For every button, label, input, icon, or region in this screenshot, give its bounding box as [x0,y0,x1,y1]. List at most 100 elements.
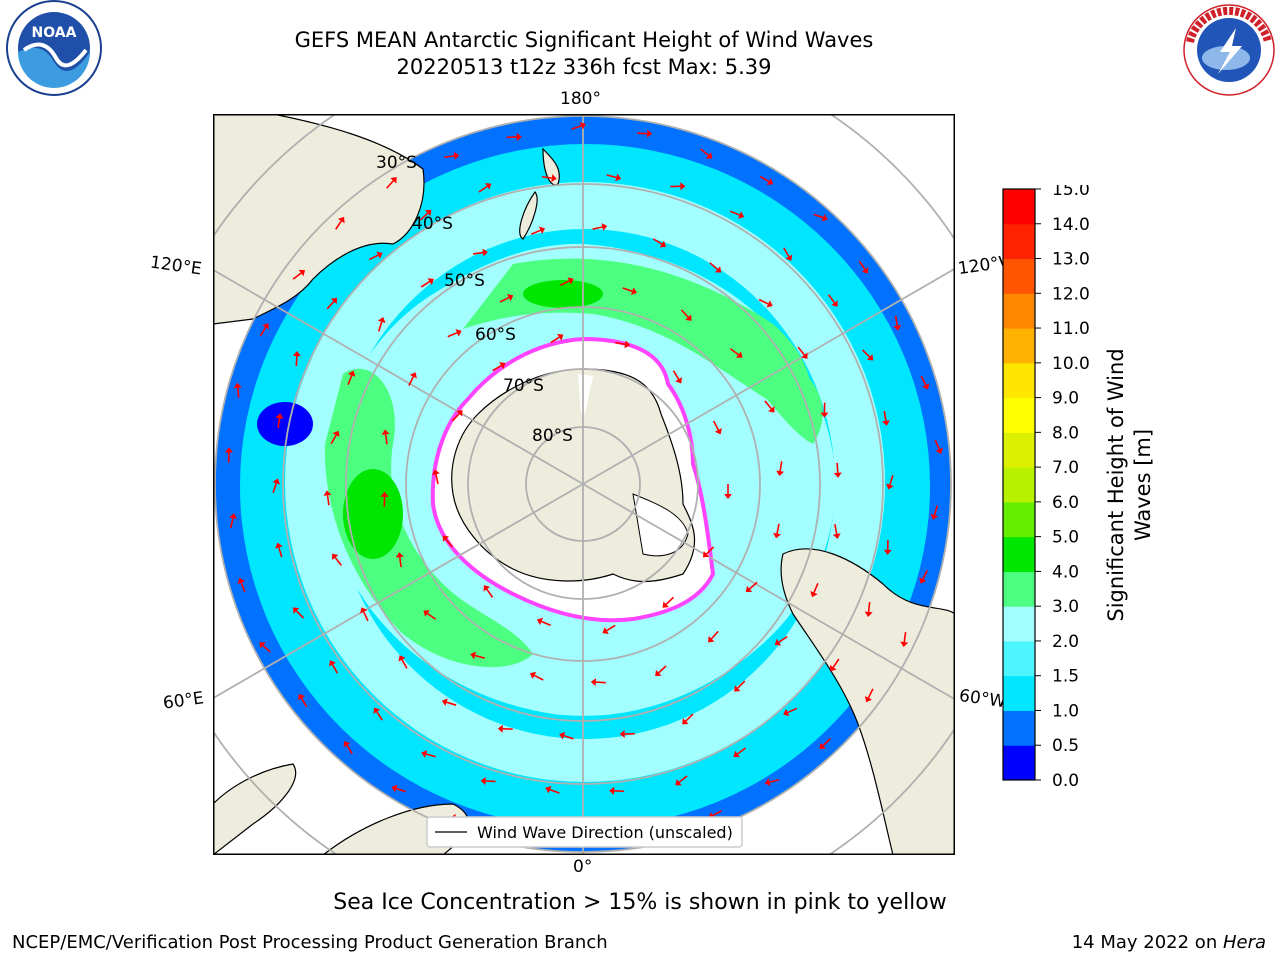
wind-arrow-head [453,151,460,160]
wind-arrow [836,462,839,473]
wind-arrow [680,309,689,318]
wind-arrow [889,474,894,486]
wind-arrow [672,370,680,380]
wind-arrow [474,654,485,659]
colorbar: 0.0 0.5 1.0 1.5 2.0 3.0 4.0 5.0 6.0 7.0 8.0 9.0 10.0… [1002,185,1155,789]
wind-arrow [606,174,617,179]
wind-arrow [867,688,874,699]
colorbar-cell [1003,745,1035,781]
wind-arrow-head [745,585,753,593]
wind-arrow [615,341,626,346]
wind-arrow-head [516,132,522,141]
wind-arrow [330,434,337,445]
lat-label-40s: 40°S [412,214,453,234]
wind-arrow [420,280,431,288]
wind-arrow-head [864,696,873,703]
wind-arrow-head [360,607,368,614]
wind-arrow [933,505,939,516]
wind-arrow-head [861,267,869,274]
wind-arrow [563,734,574,740]
wind-arrow-head [298,693,305,701]
colorbar-cell [1003,293,1035,329]
wind-arrow-head [831,300,838,307]
wind-arrow [295,610,305,619]
colorbar-tick-label: 0.0 [1052,771,1079,789]
colorbar-cell [1003,606,1035,642]
lat-label-60s: 60°S [475,325,516,345]
wind-arrow [326,300,335,310]
noaa-logo-text: NOAA [32,25,77,41]
wind-arrow-head [766,300,773,308]
wind-arrow [472,251,484,255]
wind-arrow [883,410,887,421]
issue-date-text: 14 May 2022 on [1071,932,1223,953]
wind-arrow-head [275,413,284,419]
wind-arrow-head [832,533,841,539]
wind-arrow [401,659,408,669]
wind-arrow [278,547,283,558]
colorbar-cell [1003,640,1035,677]
wind-arrow-head [866,354,874,361]
wind-arrow-head [497,724,503,733]
wind-arrow-head [470,651,477,660]
wind-arrow [595,681,606,684]
wind-arrow-head [766,178,774,185]
wind-arrow-head [615,173,622,182]
wind-arrow [368,254,379,261]
wind-arrow [326,495,330,506]
wind-arrow [778,635,788,643]
wind-arrow [827,294,836,304]
wind-arrow [834,524,838,535]
map-frame [213,114,955,855]
wind-arrow [637,132,648,135]
wind-arrow-head [381,429,390,435]
colorbar-cell [1003,189,1035,225]
wind-arrow-head [819,742,826,750]
wind-arrow-head [738,211,745,219]
wind-arrow [541,620,552,627]
wind-arrow-head [774,638,782,646]
wind-arrow [446,701,457,706]
wind-arrow [903,632,907,643]
wind-arrow [861,349,871,358]
chart-subtitle: 20220513 t12z 336h fcst Max: 5.39 [396,55,772,79]
wind-arrow [395,787,406,793]
nws-logo [1183,4,1275,96]
lon-label-lower-right: 60°W [957,685,1007,713]
colorbar-tick-label: 0.5 [1052,736,1079,756]
wind-arrow [419,212,429,221]
wind-arrow-head [480,777,486,786]
colorbar-tick-label: 11.0 [1052,319,1090,339]
wind-arrow [797,346,805,356]
wind-arrow [652,238,663,245]
wind-arrow-head [646,129,653,138]
wind-arrow [451,413,460,422]
colorbar-tick-label: 15.0 [1052,185,1090,200]
wind-arrow [894,315,899,326]
colorbar-tick-label: 1.0 [1052,701,1079,721]
colorbar-tick-label: 5.0 [1052,528,1079,548]
wind-arrow [541,175,552,179]
wind-arrow [832,658,840,668]
wind-arrow [764,400,772,410]
wind-arrow [259,326,267,337]
wind-arrow [712,810,723,817]
colorbar-tick-label: 10.0 [1052,354,1090,374]
wind-arrow-head [919,577,927,584]
wind-arrow-head [881,420,890,426]
wind-arrow [262,644,271,653]
lon-label-top: 180° [560,89,601,109]
colorbar-tick-label: 9.0 [1052,389,1079,409]
wind-arrow-head [332,553,339,560]
wind-arrow [705,546,715,555]
wind-arrow-head [714,266,722,273]
wind-arrow-head [332,430,340,438]
wind-arrow-head [275,542,283,549]
wind-arrow [783,247,790,257]
wind-arrow-head [810,590,818,598]
colorbar-cell [1003,675,1035,711]
wind-arrow-head [395,552,404,558]
sea-ice-note: Sea Ice Concentration > 15% is shown in … [333,890,947,915]
wind-arrow [685,713,694,722]
wind-arrow-head [619,730,625,739]
